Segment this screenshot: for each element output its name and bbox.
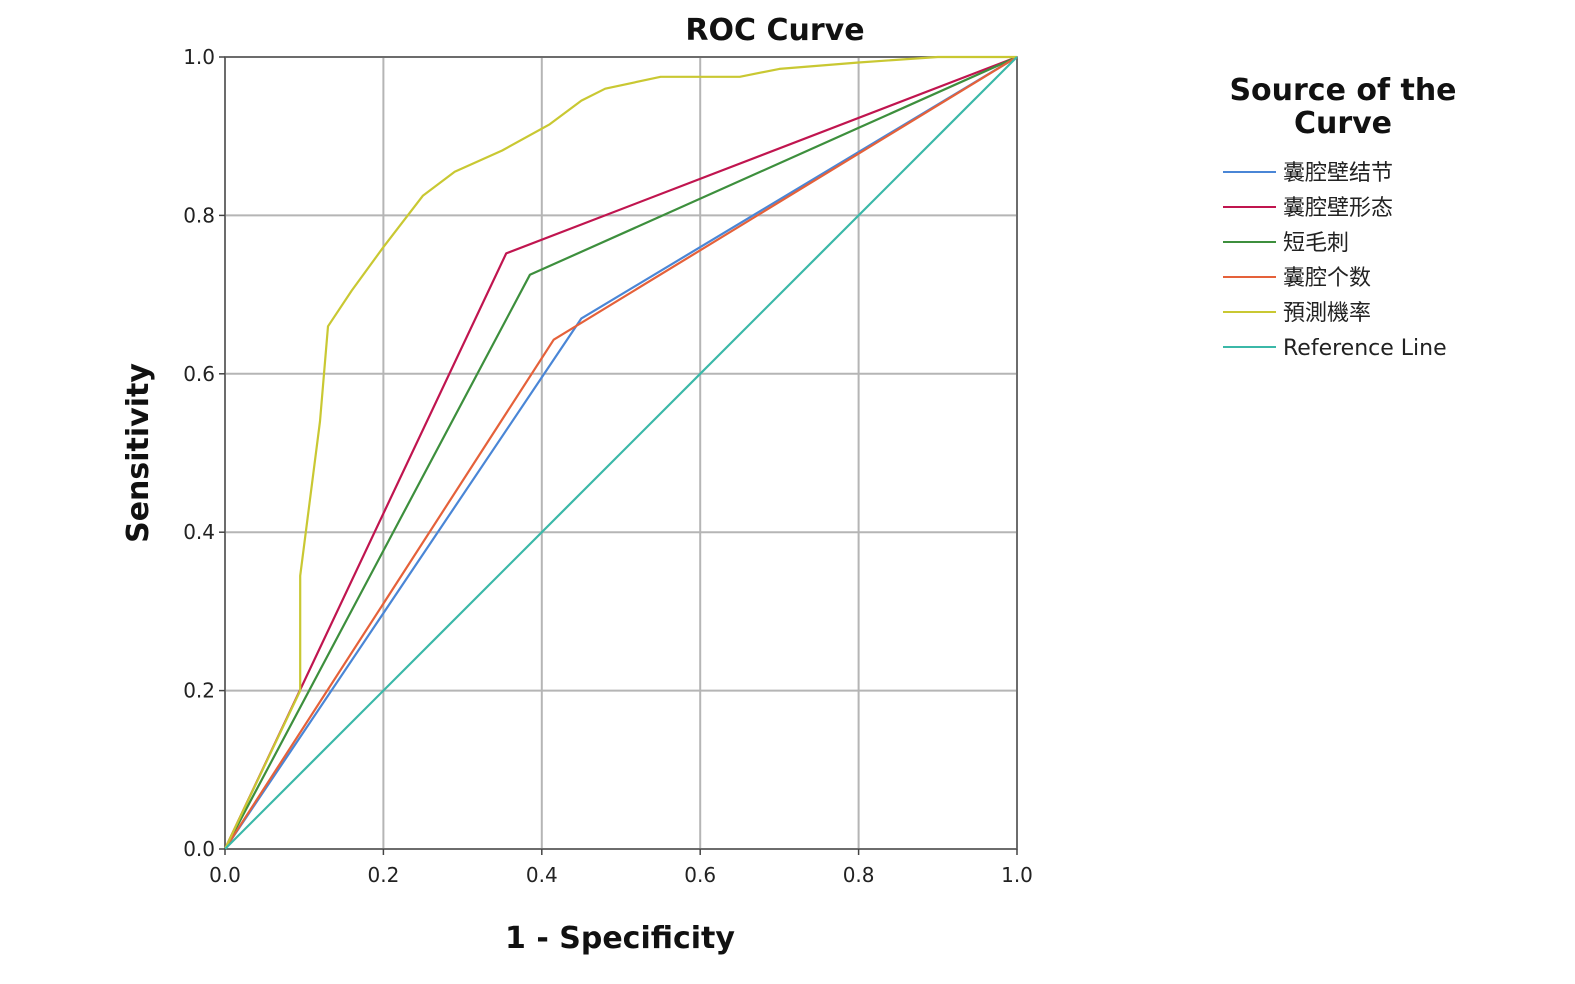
legend-title-line: Source of the (1229, 73, 1456, 108)
x-tick-label: 0.0 (209, 863, 241, 887)
legend-label-3: 囊腔个数 (1283, 266, 1371, 291)
series-line-0 (224, 56, 1018, 850)
y-tick-label: 0.4 (183, 520, 215, 544)
y-tick-label: 0.2 (183, 679, 215, 703)
x-tick-label: 0.6 (684, 863, 716, 887)
y-tick-label: 0.6 (183, 362, 215, 386)
axis-ticks: 0.0 0.2 0.4 0.6 0.8 1.0 0.0 0.2 0.4 0.6 0.8 1.0 (183, 45, 1033, 887)
x-tick-label: 1.0 (1001, 863, 1033, 887)
legend-label-4: 預測機率 (1283, 301, 1371, 326)
legend-label-2: 短毛刺 (1283, 231, 1349, 256)
legend-label-1: 囊腔壁形态 (1283, 196, 1393, 221)
y-tick-label: 0.8 (183, 203, 215, 227)
x-tick-label: 0.8 (843, 863, 875, 887)
series-line-2 (224, 55, 1018, 850)
y-tick-label: 1.0 (183, 45, 215, 69)
series-line-4 (224, 55, 1017, 850)
x-axis-title: 1 - Specificity (505, 921, 735, 956)
x-tick-label: 0.4 (526, 863, 558, 887)
legend-label-5: Reference Line (1283, 336, 1447, 361)
chart-title: ROC Curve (685, 13, 864, 48)
x-tick-label: 0.2 (367, 863, 399, 887)
legend-label-0: 囊腔壁结节 (1283, 161, 1393, 186)
series-line-3 (224, 56, 1018, 850)
y-tick-label: 0.0 (183, 837, 215, 861)
series-lines (224, 55, 1018, 850)
series-line-5 (224, 56, 1018, 850)
plot-frame (224, 56, 1018, 850)
y-axis-title: Sensitivity (121, 363, 156, 543)
series-line-1 (224, 55, 1018, 850)
legend-title-line: Curve (1294, 106, 1392, 141)
